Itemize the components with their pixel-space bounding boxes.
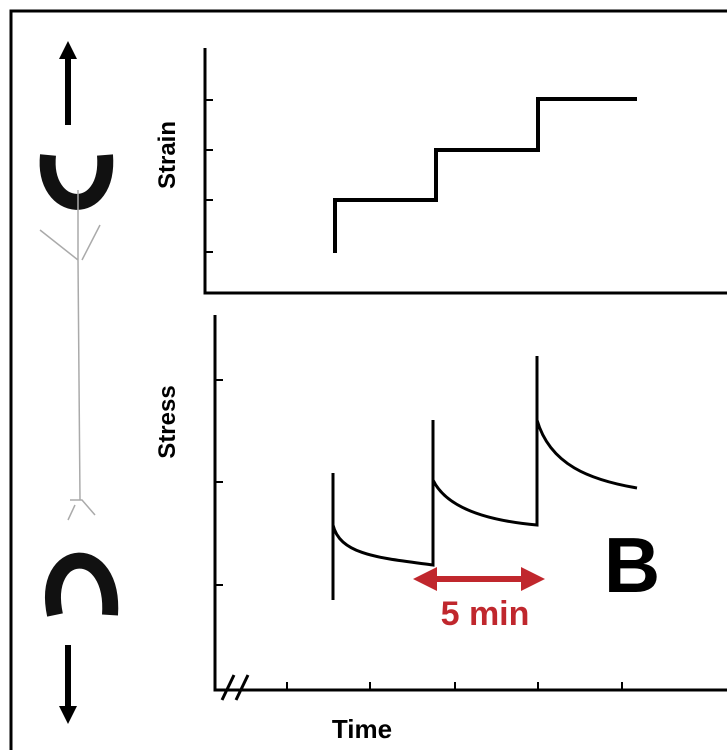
y-label: Strain — [154, 121, 181, 189]
strain-plot — [203, 48, 727, 295]
specimen — [39, 41, 119, 724]
annotation: 5 min — [441, 595, 530, 633]
y-label: Stress — [154, 385, 181, 458]
frame — [9, 9, 727, 750]
panel-label: B — [604, 521, 660, 609]
stress-plot — [213, 315, 727, 701]
x-label: Time — [332, 714, 392, 744]
